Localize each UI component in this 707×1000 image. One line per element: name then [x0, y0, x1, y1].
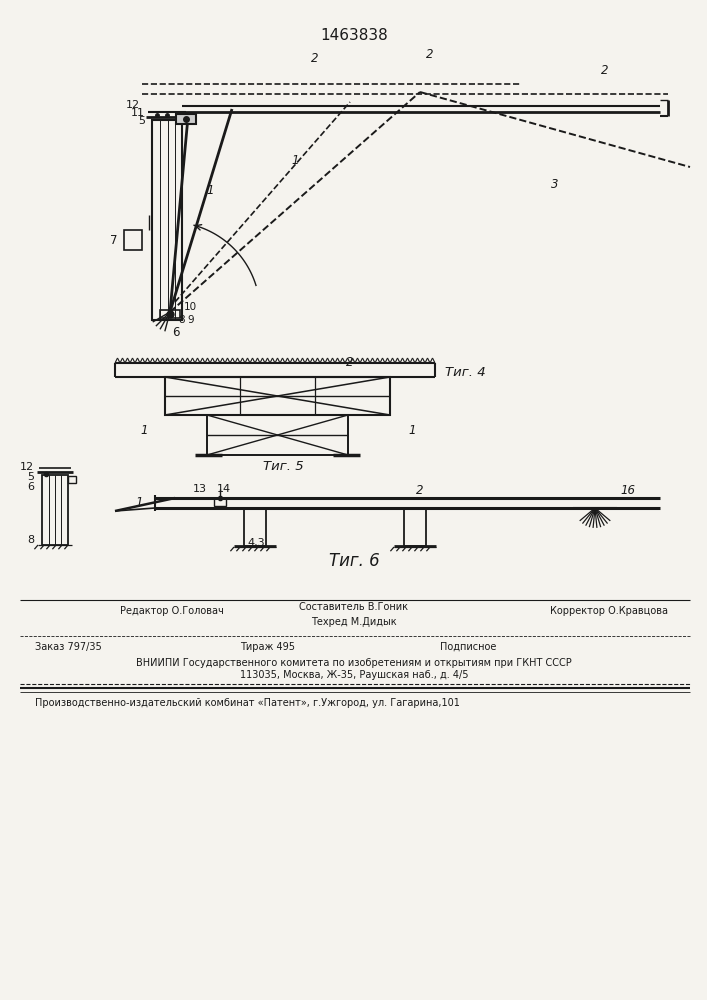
Text: 1: 1: [141, 424, 148, 436]
Text: 6: 6: [27, 482, 34, 492]
Text: 5: 5: [27, 472, 34, 482]
Text: 8: 8: [178, 315, 185, 325]
Text: 2: 2: [416, 484, 423, 496]
Text: 1463838: 1463838: [320, 28, 388, 43]
Text: Заказ 797/35: Заказ 797/35: [35, 642, 102, 652]
Text: 8: 8: [27, 535, 34, 545]
Text: Техред М.Дидык: Техред М.Дидык: [311, 617, 397, 627]
Text: 10: 10: [184, 302, 197, 312]
Text: 1: 1: [291, 153, 299, 166]
Bar: [160, 310, 180, 318]
Text: 6: 6: [172, 326, 180, 338]
Text: 14: 14: [217, 484, 231, 494]
Text: Τиг. 4: Τиг. 4: [445, 365, 486, 378]
Text: Редактор О.Головач: Редактор О.Головач: [120, 606, 223, 616]
Bar: [165, 377, 390, 415]
Text: 2: 2: [346, 356, 354, 368]
Text: 113035, Москва, Ж-35, Раушская наб., д. 4/5: 113035, Москва, Ж-35, Раушская наб., д. …: [240, 670, 468, 680]
Text: 7: 7: [110, 233, 118, 246]
Bar: [404, 508, 426, 546]
Text: 5: 5: [138, 116, 145, 126]
Text: 2: 2: [601, 64, 609, 77]
Text: 3: 3: [551, 178, 559, 192]
Text: 2: 2: [426, 48, 434, 62]
Text: 11: 11: [131, 108, 145, 118]
Text: Тираж 495: Тираж 495: [240, 642, 295, 652]
Text: Τиг. 5: Τиг. 5: [263, 460, 303, 473]
Bar: [124, 230, 142, 250]
Text: Производственно-издательский комбинат «Патент», г.Ужгород, ул. Гагарина,101: Производственно-издательский комбинат «П…: [35, 698, 460, 708]
Bar: [68, 476, 76, 483]
Text: ВНИИПИ Государственного комитета по изобретениям и открытиям при ГКНТ СССР: ВНИИПИ Государственного комитета по изоб…: [136, 658, 572, 668]
Text: 1: 1: [136, 496, 143, 510]
Bar: [42, 475, 68, 545]
Bar: [244, 508, 266, 546]
Bar: [214, 498, 226, 506]
Bar: [176, 114, 196, 124]
Text: 4,3: 4,3: [247, 538, 265, 548]
Text: 12: 12: [126, 100, 140, 110]
Text: Составитель В.Гоник: Составитель В.Гоник: [300, 602, 409, 612]
Bar: [152, 120, 182, 320]
Text: 12: 12: [20, 462, 34, 472]
Bar: [207, 415, 348, 455]
Text: Τиг. 6: Τиг. 6: [329, 552, 380, 570]
Text: 16: 16: [620, 484, 635, 496]
Text: 2: 2: [311, 51, 319, 64]
Text: 9: 9: [187, 315, 194, 325]
Text: Подписное: Подписное: [440, 642, 496, 652]
Text: 13: 13: [193, 484, 207, 494]
Text: 1: 1: [206, 184, 214, 196]
Text: Корректор О.Кравцова: Корректор О.Кравцова: [550, 606, 668, 616]
Text: 1: 1: [408, 424, 416, 436]
